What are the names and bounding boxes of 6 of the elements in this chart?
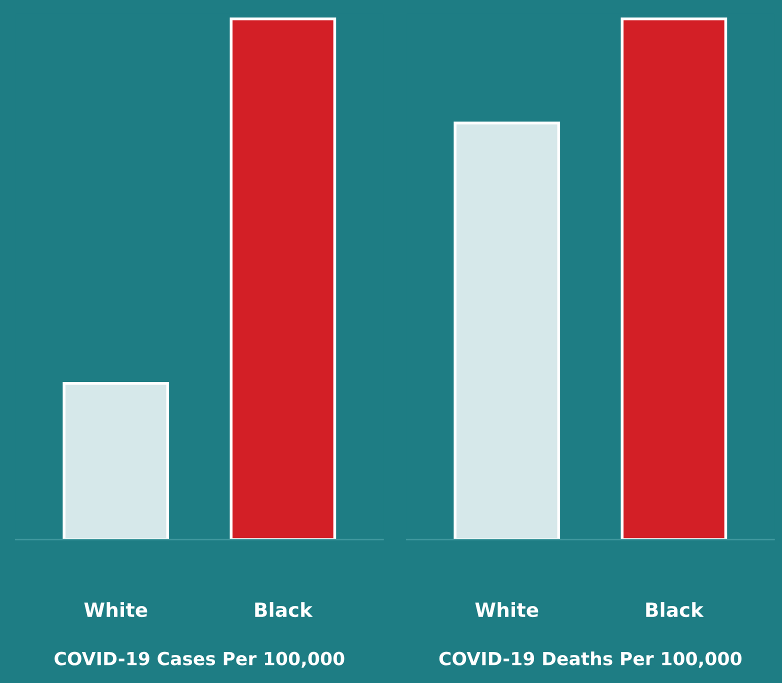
x-tick-label: White <box>475 602 538 618</box>
x-axis-title: COVID-19 Deaths Per 100,000 <box>439 651 742 668</box>
x-tick-label: White <box>84 602 148 618</box>
x-axis-title: COVID-19 Cases Per 100,000 <box>54 652 344 668</box>
x-tick-label: Black <box>255 602 313 618</box>
x-tick-label: Black <box>646 602 704 618</box>
